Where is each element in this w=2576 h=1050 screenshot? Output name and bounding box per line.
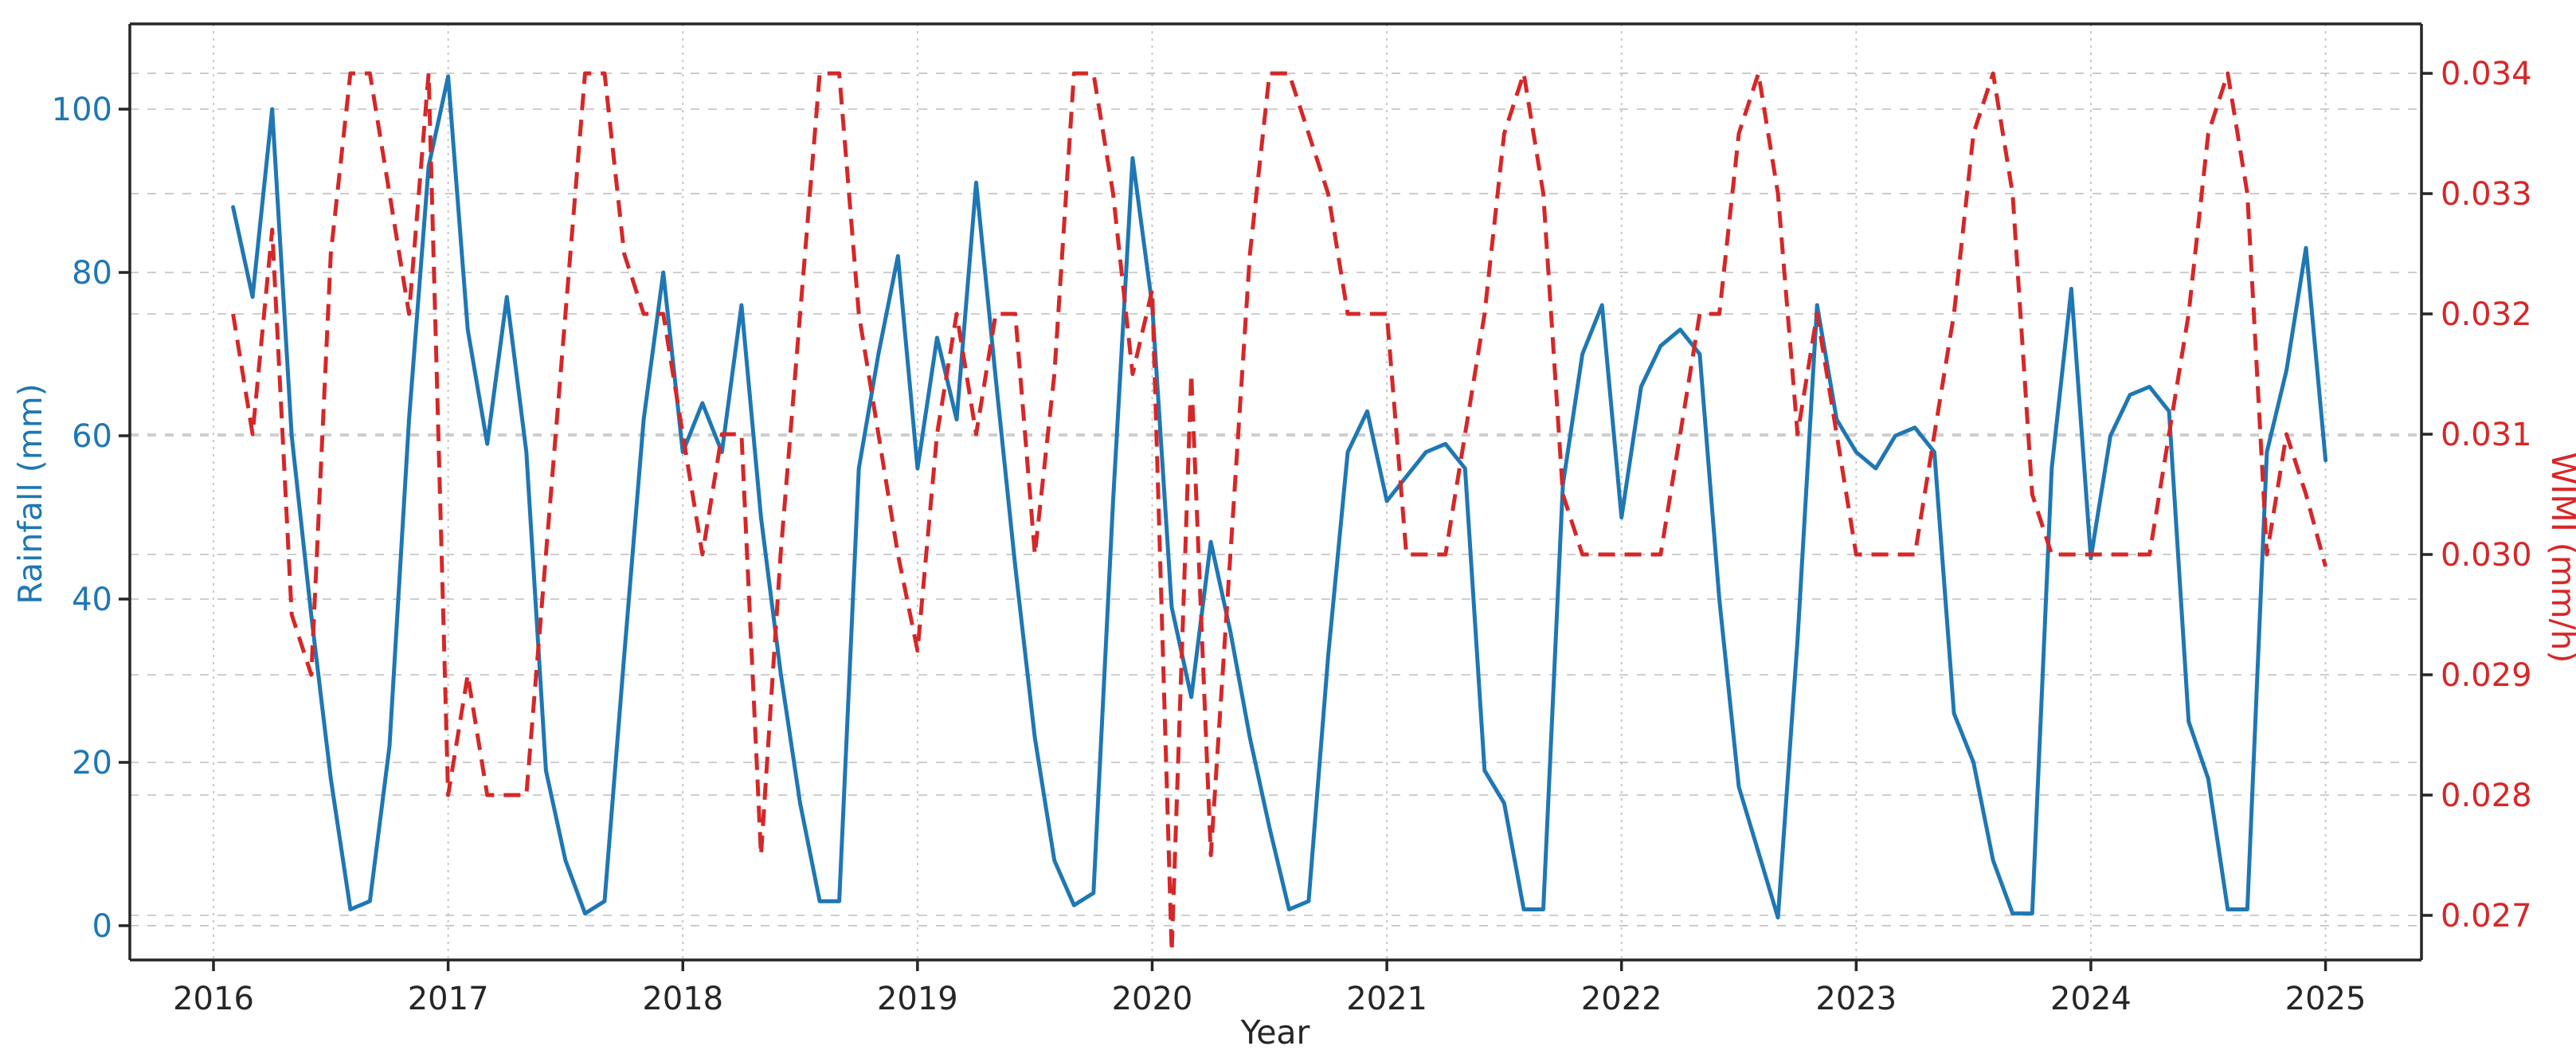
x-axis-title: Year [1240,1013,1310,1050]
left-tick-label-80: 80 [72,255,112,292]
right-tick-label-0.031: 0.031 [2441,417,2532,453]
right-tick-label-0.032: 0.032 [2441,296,2532,333]
right-tick-label-0.027: 0.027 [2441,898,2532,934]
right-tick-label-0.029: 0.029 [2441,657,2532,694]
rainfall-line [231,74,2328,920]
right-tick-label-0.034: 0.034 [2441,56,2532,92]
left-tick-label-60: 60 [72,418,112,455]
x-tick-label-2016: 2016 [173,981,254,1017]
right-tick-label-0.033: 0.033 [2441,176,2532,213]
right-tick-label-0.028: 0.028 [2441,778,2532,814]
data-series [231,71,2328,954]
x-tick-label-2020: 2020 [1112,981,1193,1017]
tick-marks [119,72,2433,971]
left-tick-label-40: 40 [72,582,112,618]
x-tick-label-2019: 2019 [877,981,958,1017]
left-axis-title: Rainfall (mm) [11,383,49,604]
right-axis-title: WIMI (mm/h) [2544,453,2576,664]
x-tick-label-2025: 2025 [2285,981,2367,1017]
x-tick-label-2024: 2024 [2050,981,2132,1017]
left-tick-label-0: 0 [92,908,112,945]
x-tick-label-2017: 2017 [408,981,489,1017]
x-tick-label-2021: 2021 [1346,981,1427,1017]
x-tick-label-2022: 2022 [1581,981,1662,1017]
horizontal-gridlines [130,72,2421,927]
x-axis-tick-labels: 2016 2017 2018 2019 2020 2021 2022 2023 2024 2025 [173,981,2366,1017]
right-axis-tick-labels: 0.027 0.028 0.029 0.030 0.031 0.032 0.033 0.034 [2441,56,2532,934]
wimi-line [231,71,2328,954]
axes-box [128,22,2423,962]
left-axis-tick-labels: 0 20 40 60 80 100 [52,92,112,945]
right-tick-label-0.030: 0.030 [2441,537,2532,574]
left-tick-label-100: 100 [52,92,112,128]
x-tick-label-2018: 2018 [642,981,723,1017]
left-tick-label-20: 20 [72,745,112,782]
x-tick-label-2023: 2023 [1815,981,1897,1017]
